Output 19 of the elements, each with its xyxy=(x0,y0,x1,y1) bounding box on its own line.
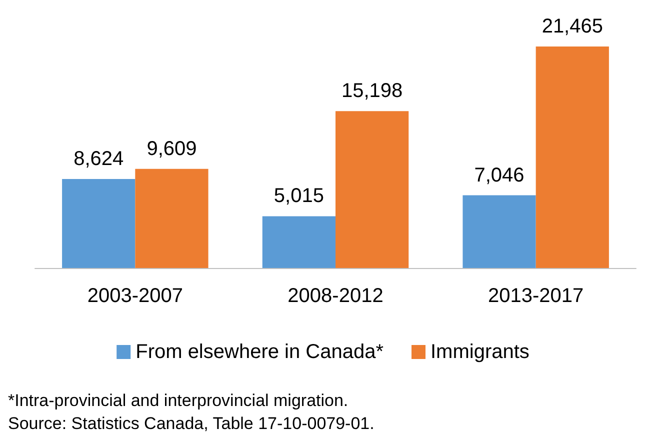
bar xyxy=(462,195,536,268)
data-label: 15,198 xyxy=(341,80,403,102)
x-tick-label: 2013-2017 xyxy=(488,285,584,307)
source-note: Source: Statistics Canada, Table 17-10-0079-01. xyxy=(8,414,374,433)
x-tick-label: 2008-2012 xyxy=(288,285,384,307)
text: *Intra-provincial and interprovincial migration. xyxy=(8,391,348,410)
bar xyxy=(336,111,409,268)
bar xyxy=(62,179,136,268)
data-label: 8,624 xyxy=(74,148,124,170)
bar xyxy=(262,216,336,268)
data-label: 9,609 xyxy=(146,138,197,160)
legend-label: From elsewhere in Canada* xyxy=(136,341,384,363)
data-label: 7,046 xyxy=(474,164,524,186)
x-tick-label: 2003-2007 xyxy=(87,285,183,307)
data-label: 21,465 xyxy=(542,15,603,38)
data-label: 5,015 xyxy=(274,185,324,208)
bar xyxy=(135,168,208,268)
bar xyxy=(536,46,609,268)
legend-label: Immigrants xyxy=(430,341,530,363)
